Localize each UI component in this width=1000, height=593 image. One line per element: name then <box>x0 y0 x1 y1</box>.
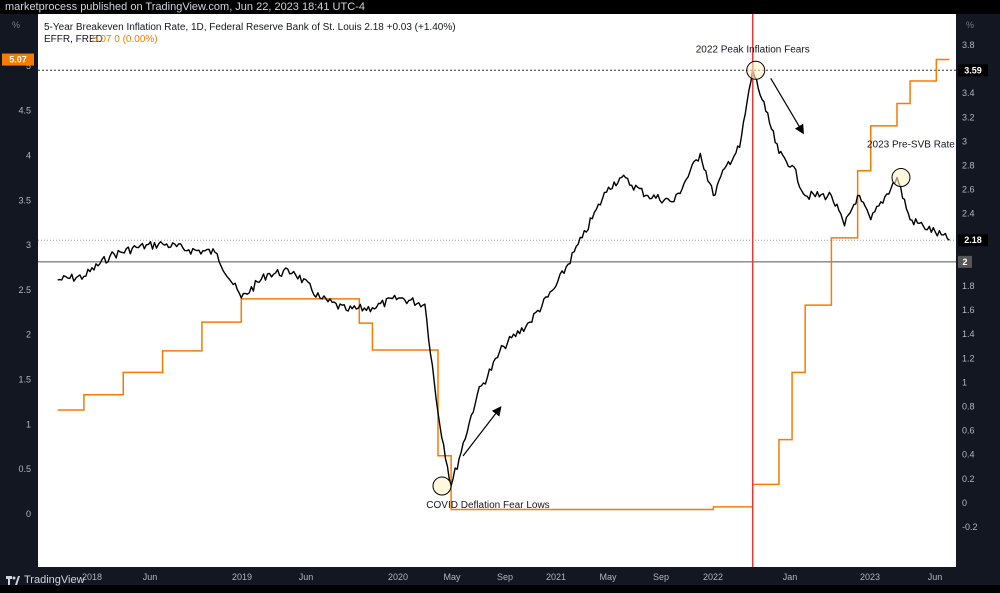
right-tick-label: 2.6 <box>962 185 975 195</box>
right-axis: %3.83.63.43.232.82.62.42.221.81.61.41.21… <box>956 14 1000 567</box>
left-tick-label: 0.5 <box>18 464 31 474</box>
right-tick-label: 1.6 <box>962 305 975 315</box>
left-tick-label: 4.5 <box>18 106 31 116</box>
x-tick-label: 2020 <box>388 572 408 582</box>
right-tick-label: 0.2 <box>962 474 975 484</box>
x-tick-label: Jun <box>143 572 158 582</box>
x-tick-label: Jun <box>299 572 314 582</box>
covid-low-highlight-circle <box>432 476 452 496</box>
x-tick-label: Jan <box>783 572 798 582</box>
right-tick-label: 3.4 <box>962 88 975 98</box>
right-tick-label: 3.2 <box>962 112 975 122</box>
legend-line-1: 5-Year Breakeven Inflation Rate, 1D, Fed… <box>44 22 456 33</box>
peak-value-tag-box <box>958 64 988 77</box>
right-tick-label: 1.4 <box>962 329 975 339</box>
x-axis-strip <box>0 567 1000 585</box>
tradingview-brand: TradingView <box>24 574 85 586</box>
tradingview-logo[interactable]: TradingView <box>6 574 85 586</box>
left-axis: % 5 4.5 4 3.5 3 2.5 2 1.5 1 0.5 0 <box>0 14 38 567</box>
publisher-text: marketprocess published on TradingView.c… <box>5 1 365 13</box>
left-tick-label: 4 <box>26 150 31 160</box>
annotations: 2022 Peak Inflation Fears 2023 Pre-SVB Ra… <box>426 44 1000 511</box>
chart-canvas[interactable]: Thu 24 Mar '22 2022 Peak Inflation Fears… <box>0 14 1000 593</box>
breakeven-last-value-text: 2.18 <box>964 235 982 245</box>
right-tick-label: 3 <box>962 136 967 146</box>
right-tick-label: 0 <box>962 498 967 508</box>
left-tick-label: 2.5 <box>18 285 31 295</box>
right-tick-label: -0.2 <box>962 522 978 532</box>
x-tick-label: 2019 <box>232 572 252 582</box>
left-tick-label: 3.5 <box>18 195 31 205</box>
right-tick-label: 1.2 <box>962 353 975 363</box>
pre-svb-annotation-label: 2023 Pre-SVB Rate Hawk Run <box>867 140 1000 151</box>
x-tick-label: Sep <box>497 572 513 582</box>
breakeven-series <box>57 69 950 487</box>
effr-last-value-text: 5.07 <box>9 55 27 65</box>
right-tick-label: 1.8 <box>962 281 975 291</box>
x-tick-label: Sep <box>653 572 669 582</box>
tradingview-logo-icon <box>6 575 20 585</box>
right-axis-strip <box>956 14 1000 567</box>
pre-svb-highlight-circle <box>891 168 911 188</box>
reference-lines <box>38 69 956 263</box>
right-tick-label: 3.8 <box>962 40 975 50</box>
covid-annotation-label: COVID Deflation Fear Lows <box>426 500 549 511</box>
x-tick-label: 2021 <box>546 572 566 582</box>
left-axis-unit: % <box>12 20 20 30</box>
effr-last-value-box <box>2 53 34 66</box>
x-tick-label: Jun <box>928 572 943 582</box>
recovery-arrow <box>462 406 502 457</box>
plot-background <box>38 14 956 567</box>
left-tick-label: 5 <box>26 61 31 71</box>
peak-value-tag-text: 3.59 <box>964 65 982 75</box>
decline-arrow <box>770 77 804 135</box>
peak-annotation-label: 2022 Peak Inflation Fears <box>696 44 810 55</box>
effr-series <box>57 58 950 511</box>
right-tick-label: 0.8 <box>962 402 975 412</box>
right-tick-label: 0.4 <box>962 450 975 460</box>
reference-level-tag-box <box>958 255 972 268</box>
x-tick-label: 2022 <box>703 572 723 582</box>
right-tick-label: 1 <box>962 377 967 387</box>
right-tick-label: 0.6 <box>962 426 975 436</box>
left-tick-label: 2 <box>26 330 31 340</box>
x-axis: 2018 Jun 2019 Jun 2020 May Sep 2021 May Sep 2022 Ja… <box>0 567 1000 585</box>
right-axis-unit: % <box>966 20 974 30</box>
left-tick-label: 3 <box>26 240 31 250</box>
legend: 5-Year Breakeven Inflation Rate, 1D, Fed… <box>44 22 456 45</box>
left-tick-label: 0 <box>26 509 31 519</box>
x-tick-label: 2023 <box>860 572 880 582</box>
x-tick-label: 2018 <box>82 572 102 582</box>
effr-line <box>57 58 950 511</box>
left-tick-label: 1 <box>26 419 31 429</box>
legend-line-2-label: EFFR, FRED <box>44 34 103 45</box>
publisher-header: marketprocess published on TradingView.c… <box>0 0 1000 14</box>
x-tick-label: May <box>599 572 617 582</box>
left-axis-strip <box>0 14 38 567</box>
peak-highlight-circle <box>746 60 766 80</box>
x-tick-label: May <box>443 572 461 582</box>
reference-level-tag-text: 2 <box>962 257 967 267</box>
breakeven-line <box>57 69 950 487</box>
right-tick-label: 2.4 <box>962 209 975 219</box>
left-tick-label: 1.5 <box>18 375 31 385</box>
legend-line-2-value: 5.07 0 (0.00%) <box>92 34 158 45</box>
breakeven-last-value-box <box>958 234 988 247</box>
right-tick-label: 2.8 <box>962 161 975 171</box>
